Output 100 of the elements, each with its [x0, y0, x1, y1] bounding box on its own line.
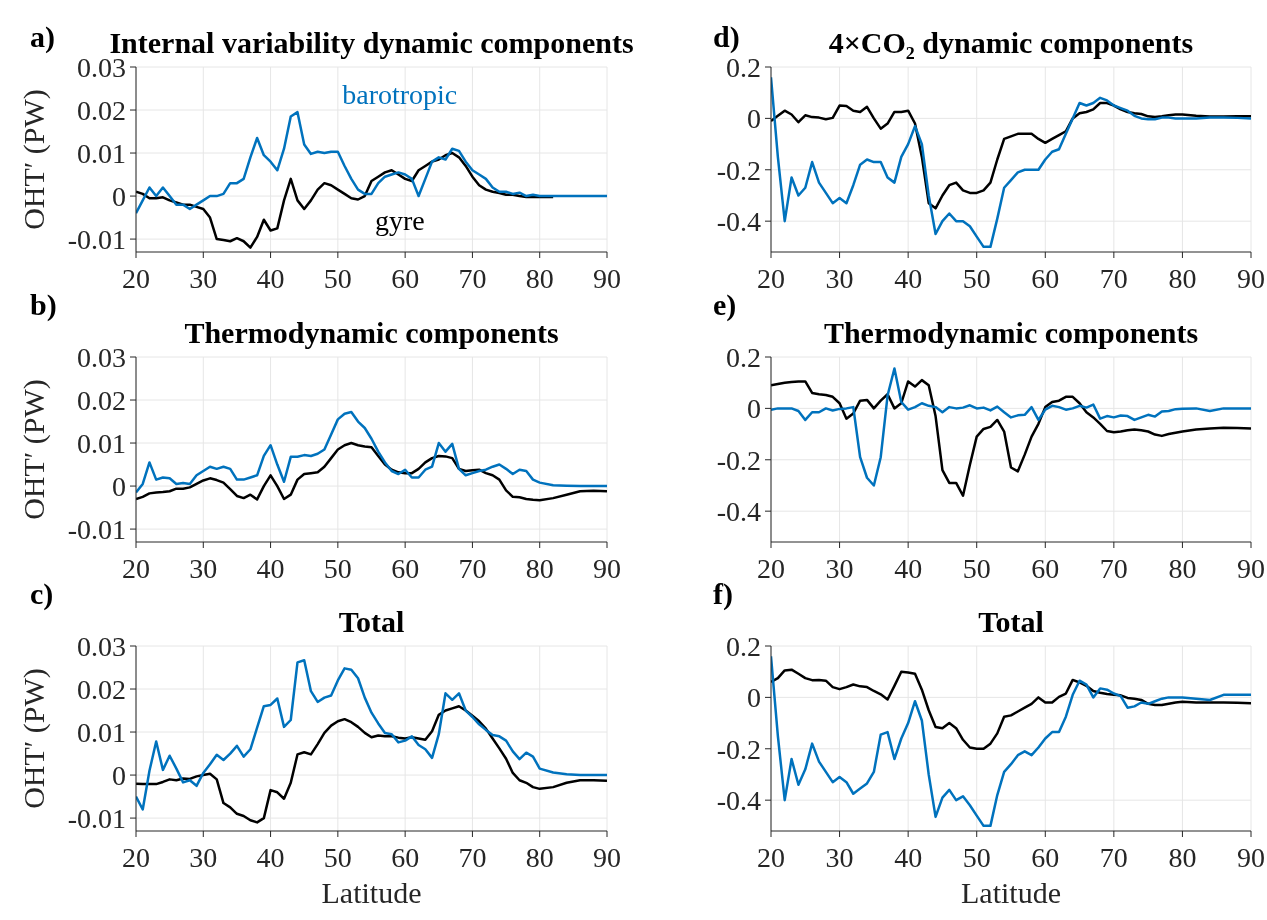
y-tick-label: -0.01 [67, 513, 126, 545]
y-tick-label: 0.2 [726, 630, 761, 662]
x-tick-label: 50 [962, 842, 991, 873]
x-tick-label: 40 [256, 263, 285, 294]
x-tick-label: 90 [593, 842, 621, 873]
x-tick-label: 40 [894, 842, 923, 873]
x-tick-label: 60 [391, 263, 420, 294]
x-tick-label: 50 [962, 553, 991, 584]
y-tick-label: 0.01 [77, 137, 126, 169]
y-tick-label: -0.01 [67, 802, 126, 834]
x-tick-label: 90 [1237, 263, 1265, 294]
x-tick-label: 70 [458, 263, 487, 294]
series-label: gyre [374, 204, 425, 236]
y-tick-label: 0.01 [77, 427, 126, 459]
y-tick-label: 0.02 [77, 94, 126, 126]
x-tick-label: 80 [525, 263, 554, 294]
x-tick-label: 90 [1237, 842, 1265, 873]
x-tick-label: 30 [825, 263, 854, 294]
text: e) [713, 288, 737, 322]
x-tick-label: 20 [757, 842, 785, 873]
y-axis-title: OHT′ (PW) [17, 668, 51, 809]
x-tick-label: 40 [894, 263, 923, 294]
x-tick-label: 20 [122, 842, 150, 873]
x-tick-label: 50 [323, 263, 352, 294]
y-tick-label: -0.4 [716, 784, 761, 816]
y-axis-title: OHT′ (PW) [17, 89, 51, 230]
line-series [771, 668, 1251, 751]
x-tick-label: 90 [593, 263, 621, 294]
text: b) [30, 288, 57, 322]
y-tick-label: -0.2 [716, 154, 761, 186]
y-tick-label: -0.4 [716, 205, 761, 237]
x-tick-label: 50 [962, 263, 991, 294]
x-tick-label: 90 [593, 553, 621, 584]
x-tick-label: 70 [458, 842, 487, 873]
x-tick-label: 20 [122, 263, 150, 294]
x-tick-label: 30 [189, 263, 218, 294]
x-tick-label: 40 [894, 553, 923, 584]
x-axis-title: Latitude [321, 876, 422, 909]
y-tick-label: 0.03 [77, 630, 126, 662]
y-tick-label: 0 [747, 393, 761, 425]
chart-title: Thermodynamic components [823, 316, 1199, 349]
text: a) [30, 20, 55, 54]
x-tick-label: 50 [323, 553, 352, 584]
chart-title: Internal variability dynamic components [109, 26, 634, 59]
x-tick-label: 50 [323, 842, 352, 873]
line-series [771, 378, 1251, 497]
x-tick-label: 30 [825, 553, 854, 584]
x-tick-label: 60 [1031, 263, 1060, 294]
y-tick-label: 0.01 [77, 716, 126, 748]
line-series [136, 704, 607, 824]
x-tick-label: 60 [391, 553, 420, 584]
chart-title: Thermodynamic components [184, 316, 559, 349]
x-tick-label: 70 [458, 553, 487, 584]
y-tick-label: 0 [112, 180, 126, 212]
x-tick-label: 60 [391, 842, 420, 873]
y-tick-label: 0 [747, 103, 761, 135]
x-tick-label: 30 [825, 842, 854, 873]
x-tick-label: 80 [1168, 842, 1197, 873]
line-series [136, 658, 607, 811]
y-tick-label: -0.2 [716, 444, 761, 476]
x-tick-label: 60 [1031, 842, 1060, 873]
x-tick-label: 40 [256, 553, 285, 584]
x-tick-label: 20 [757, 263, 785, 294]
x-tick-label: 20 [122, 553, 150, 584]
line-series [136, 441, 607, 502]
x-axis-title: Latitude [961, 876, 1061, 909]
x-tick-label: 90 [1237, 553, 1265, 584]
text: d) [713, 20, 740, 54]
y-tick-label: 0.2 [726, 341, 761, 373]
chart-title: Total [338, 605, 405, 638]
y-tick-label: -0.01 [67, 223, 126, 255]
x-tick-label: 80 [525, 842, 554, 873]
y-tick-label: -0.2 [716, 733, 761, 765]
y-axis-title: OHT′ (PW) [17, 379, 51, 520]
chart-title: Total [978, 605, 1044, 638]
series-label: barotropic [342, 79, 458, 110]
x-tick-label: 80 [525, 553, 554, 584]
x-tick-label: 80 [1168, 553, 1197, 584]
x-tick-label: 30 [189, 842, 218, 873]
y-tick-label: -0.4 [716, 495, 761, 527]
text: c) [30, 577, 54, 611]
y-tick-label: 0 [112, 759, 126, 791]
x-tick-label: 70 [1099, 553, 1128, 584]
y-tick-label: 0 [747, 682, 761, 714]
x-tick-label: 80 [1168, 263, 1197, 294]
x-tick-label: 70 [1099, 842, 1128, 873]
y-tick-label: 0.02 [77, 673, 126, 705]
x-tick-label: 70 [1099, 263, 1128, 294]
x-tick-label: 40 [256, 842, 285, 873]
y-tick-label: 0.02 [77, 384, 126, 416]
x-tick-label: 30 [189, 553, 218, 584]
line-series [136, 110, 607, 215]
y-tick-label: 0 [112, 470, 126, 502]
line-series [771, 367, 1251, 487]
text: f) [713, 577, 733, 611]
x-tick-label: 60 [1031, 553, 1060, 584]
chart-title: 4×CO₂ dynamic components [828, 26, 1194, 59]
y-tick-label: 0.03 [77, 341, 126, 373]
x-tick-label: 20 [757, 553, 785, 584]
line-series [136, 410, 607, 494]
